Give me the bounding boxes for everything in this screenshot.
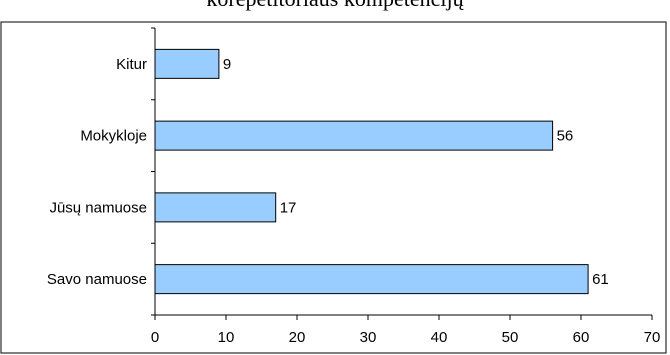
category-label: Kitur xyxy=(116,56,147,73)
bar xyxy=(154,192,277,223)
chart-title: korepetitoriaus kompetencijų xyxy=(0,0,670,12)
category-label: Savo namuose xyxy=(47,271,147,288)
bar xyxy=(154,48,220,79)
x-tick-label: 20 xyxy=(289,329,306,346)
x-tick-label: 0 xyxy=(151,329,159,346)
category-label: Mokykloje xyxy=(80,128,147,145)
x-tick-label: 70 xyxy=(644,329,661,346)
data-label: 9 xyxy=(223,56,231,73)
data-label: 56 xyxy=(557,128,574,145)
data-label: 17 xyxy=(280,199,297,216)
x-tick-label: 10 xyxy=(218,329,235,346)
x-tick-label: 60 xyxy=(573,329,590,346)
chart-frame xyxy=(0,21,667,354)
bar xyxy=(154,264,589,295)
data-label: 61 xyxy=(592,271,609,288)
x-tick-label: 30 xyxy=(360,329,377,346)
bar xyxy=(154,120,554,151)
x-tick-label: 50 xyxy=(502,329,519,346)
x-tick-label: 40 xyxy=(431,329,448,346)
category-label: Jūsų namuose xyxy=(49,199,147,216)
